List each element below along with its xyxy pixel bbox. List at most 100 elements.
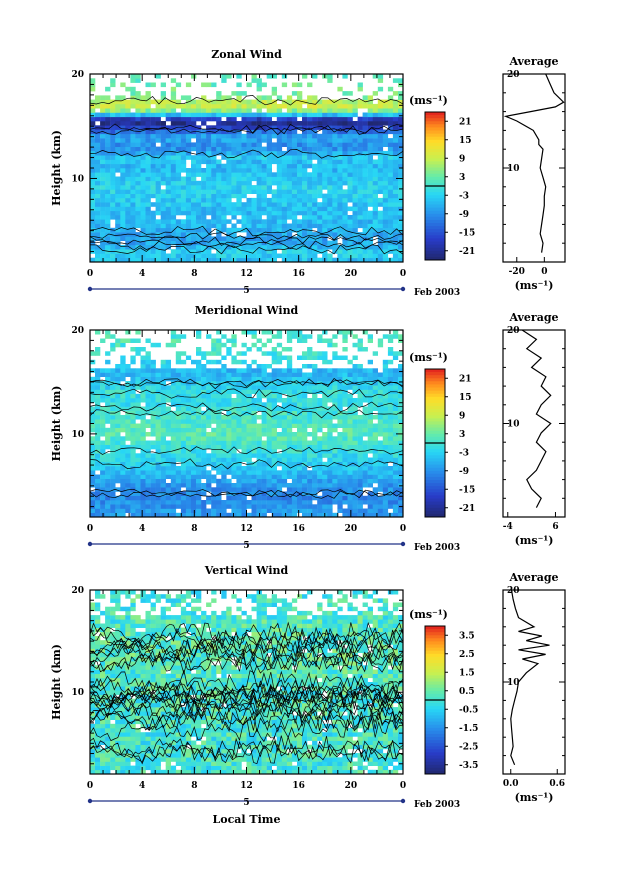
heatmap-cell (302, 189, 308, 194)
heatmap-cell (226, 487, 232, 492)
heatmap-cell (201, 257, 207, 263)
heatmap-cell (362, 347, 368, 352)
heatmap-cell (276, 227, 283, 233)
heatmap-cell (150, 487, 156, 492)
heatmap-cell (110, 334, 116, 339)
heatmap-cell (165, 453, 171, 458)
heatmap-cell (332, 193, 338, 199)
heatmap-cell (216, 197, 222, 203)
heatmap-cell (362, 419, 368, 424)
heatmap-cell (201, 402, 207, 407)
heatmap-cell (191, 99, 197, 105)
heatmap-cell (100, 393, 106, 399)
heatmap-cell (342, 398, 348, 403)
heatmap-cell (347, 432, 353, 437)
heatmap-cell (100, 176, 106, 182)
heatmap-cell (337, 129, 343, 135)
heatmap-cell (362, 163, 368, 169)
heatmap-cell (231, 185, 237, 190)
heatmap-cell (191, 487, 197, 492)
heatmap-cell (357, 504, 363, 509)
heatmap-cell (312, 474, 318, 479)
heatmap-cell (281, 483, 288, 488)
heatmap-cell (231, 257, 237, 263)
heatmap-cell (266, 478, 272, 484)
heatmap-cell (135, 159, 141, 165)
heatmap-cell (95, 389, 101, 394)
heatmap-cell (130, 444, 136, 450)
heatmap-cell (95, 215, 101, 220)
colorbar-segment (425, 244, 445, 249)
heatmap-cell (256, 368, 262, 373)
heatmap-cell (226, 410, 232, 416)
heatmap-cell (291, 500, 298, 505)
heatmap-cell (302, 176, 308, 182)
heatmap-cell (327, 474, 333, 479)
heatmap-cell (377, 129, 384, 135)
heatmap-cell (281, 474, 288, 479)
heatmap-cell (170, 112, 177, 118)
heatmap-cell (145, 483, 151, 488)
heatmap-cell (367, 381, 373, 386)
heatmap-cell (302, 504, 308, 509)
heatmap-cell (120, 474, 126, 479)
heatmap-cell (392, 133, 399, 139)
heatmap-cell (337, 223, 343, 229)
heatmap-cell (150, 257, 156, 263)
heatmap-cell (302, 406, 308, 411)
heatmap-cell (100, 423, 106, 428)
heatmap-cell (286, 189, 293, 194)
heatmap-cell (357, 500, 363, 505)
heatmap-cell (367, 474, 373, 479)
heatmap-cell (140, 189, 146, 194)
heatmap-cell (281, 478, 288, 484)
heatmap-cell (211, 474, 217, 479)
heatmap-cell (281, 376, 288, 382)
heatmap-cell (332, 402, 338, 407)
heatmap-cell (105, 146, 111, 152)
heatmap-cell (271, 461, 277, 467)
colorbar-units: (ms⁻¹) (409, 94, 448, 107)
heatmap-cell (185, 372, 192, 377)
heatmap-cell (251, 342, 257, 348)
heatmap-cell (165, 461, 171, 467)
heatmap-cell (286, 381, 293, 386)
heatmap-cell (286, 359, 293, 365)
heatmap-cell (226, 415, 232, 420)
heatmap-cell (291, 244, 298, 250)
heatmap-cell (387, 410, 394, 416)
heatmap-cell (196, 244, 202, 250)
heatmap-cell (105, 155, 111, 160)
heatmap-cell (115, 163, 121, 169)
heatmap-cell (367, 193, 373, 199)
heatmap-cell (170, 500, 177, 505)
heatmap-cell (226, 244, 232, 250)
colorbar-segment (425, 369, 445, 373)
heatmap-cell (307, 257, 313, 263)
heatmap-cell (105, 227, 111, 233)
heatmap-cell (372, 202, 378, 207)
heatmap-cell (120, 487, 126, 492)
heatmap-cell (372, 257, 378, 263)
heatmap-cell (251, 381, 257, 386)
heatmap-cell (266, 129, 272, 135)
heatmap-cell (236, 398, 242, 403)
heatmap-cell (221, 240, 227, 246)
heatmap-cell (216, 185, 222, 190)
heatmap-cell (201, 193, 207, 199)
heatmap-cell (377, 138, 384, 143)
heatmap-cell (372, 172, 378, 177)
heatmap-cell (95, 436, 101, 441)
heatmap-cell (347, 219, 353, 224)
heatmap-cell (392, 240, 399, 246)
heatmap-cell (357, 185, 363, 190)
contour-line (89, 378, 404, 388)
heatmap-cell (251, 410, 257, 416)
heatmap-cell (302, 470, 308, 475)
heatmap-cell (347, 453, 353, 458)
heatmap-cell (185, 495, 192, 501)
heatmap-cell (387, 457, 394, 462)
heatmap-cell (387, 381, 394, 386)
heatmap-cell (307, 457, 313, 462)
heatmap-cell (286, 368, 293, 373)
